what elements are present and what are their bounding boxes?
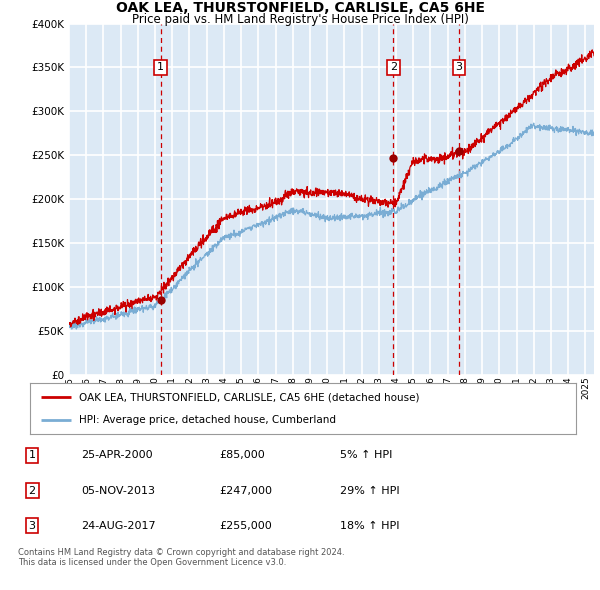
Text: 05-NOV-2013: 05-NOV-2013 — [81, 486, 155, 496]
Text: OAK LEA, THURSTONFIELD, CARLISLE, CA5 6HE: OAK LEA, THURSTONFIELD, CARLISLE, CA5 6H… — [115, 1, 485, 15]
Text: Contains HM Land Registry data © Crown copyright and database right 2024.
This d: Contains HM Land Registry data © Crown c… — [18, 548, 344, 567]
Text: Price paid vs. HM Land Registry's House Price Index (HPI): Price paid vs. HM Land Registry's House … — [131, 13, 469, 26]
Text: 25-APR-2000: 25-APR-2000 — [81, 451, 153, 460]
Text: 1: 1 — [157, 63, 164, 73]
Text: 3: 3 — [455, 63, 463, 73]
Text: 1: 1 — [29, 451, 35, 460]
Text: 29% ↑ HPI: 29% ↑ HPI — [340, 486, 400, 496]
Text: 2: 2 — [29, 486, 36, 496]
Text: 3: 3 — [29, 520, 35, 530]
Text: OAK LEA, THURSTONFIELD, CARLISLE, CA5 6HE (detached house): OAK LEA, THURSTONFIELD, CARLISLE, CA5 6H… — [79, 392, 419, 402]
Text: 2: 2 — [390, 63, 397, 73]
Text: £255,000: £255,000 — [220, 520, 272, 530]
Text: HPI: Average price, detached house, Cumberland: HPI: Average price, detached house, Cumb… — [79, 415, 336, 425]
Text: 18% ↑ HPI: 18% ↑ HPI — [340, 520, 400, 530]
Text: 24-AUG-2017: 24-AUG-2017 — [81, 520, 156, 530]
Text: £247,000: £247,000 — [220, 486, 272, 496]
Text: £85,000: £85,000 — [220, 451, 265, 460]
Text: 5% ↑ HPI: 5% ↑ HPI — [340, 451, 392, 460]
